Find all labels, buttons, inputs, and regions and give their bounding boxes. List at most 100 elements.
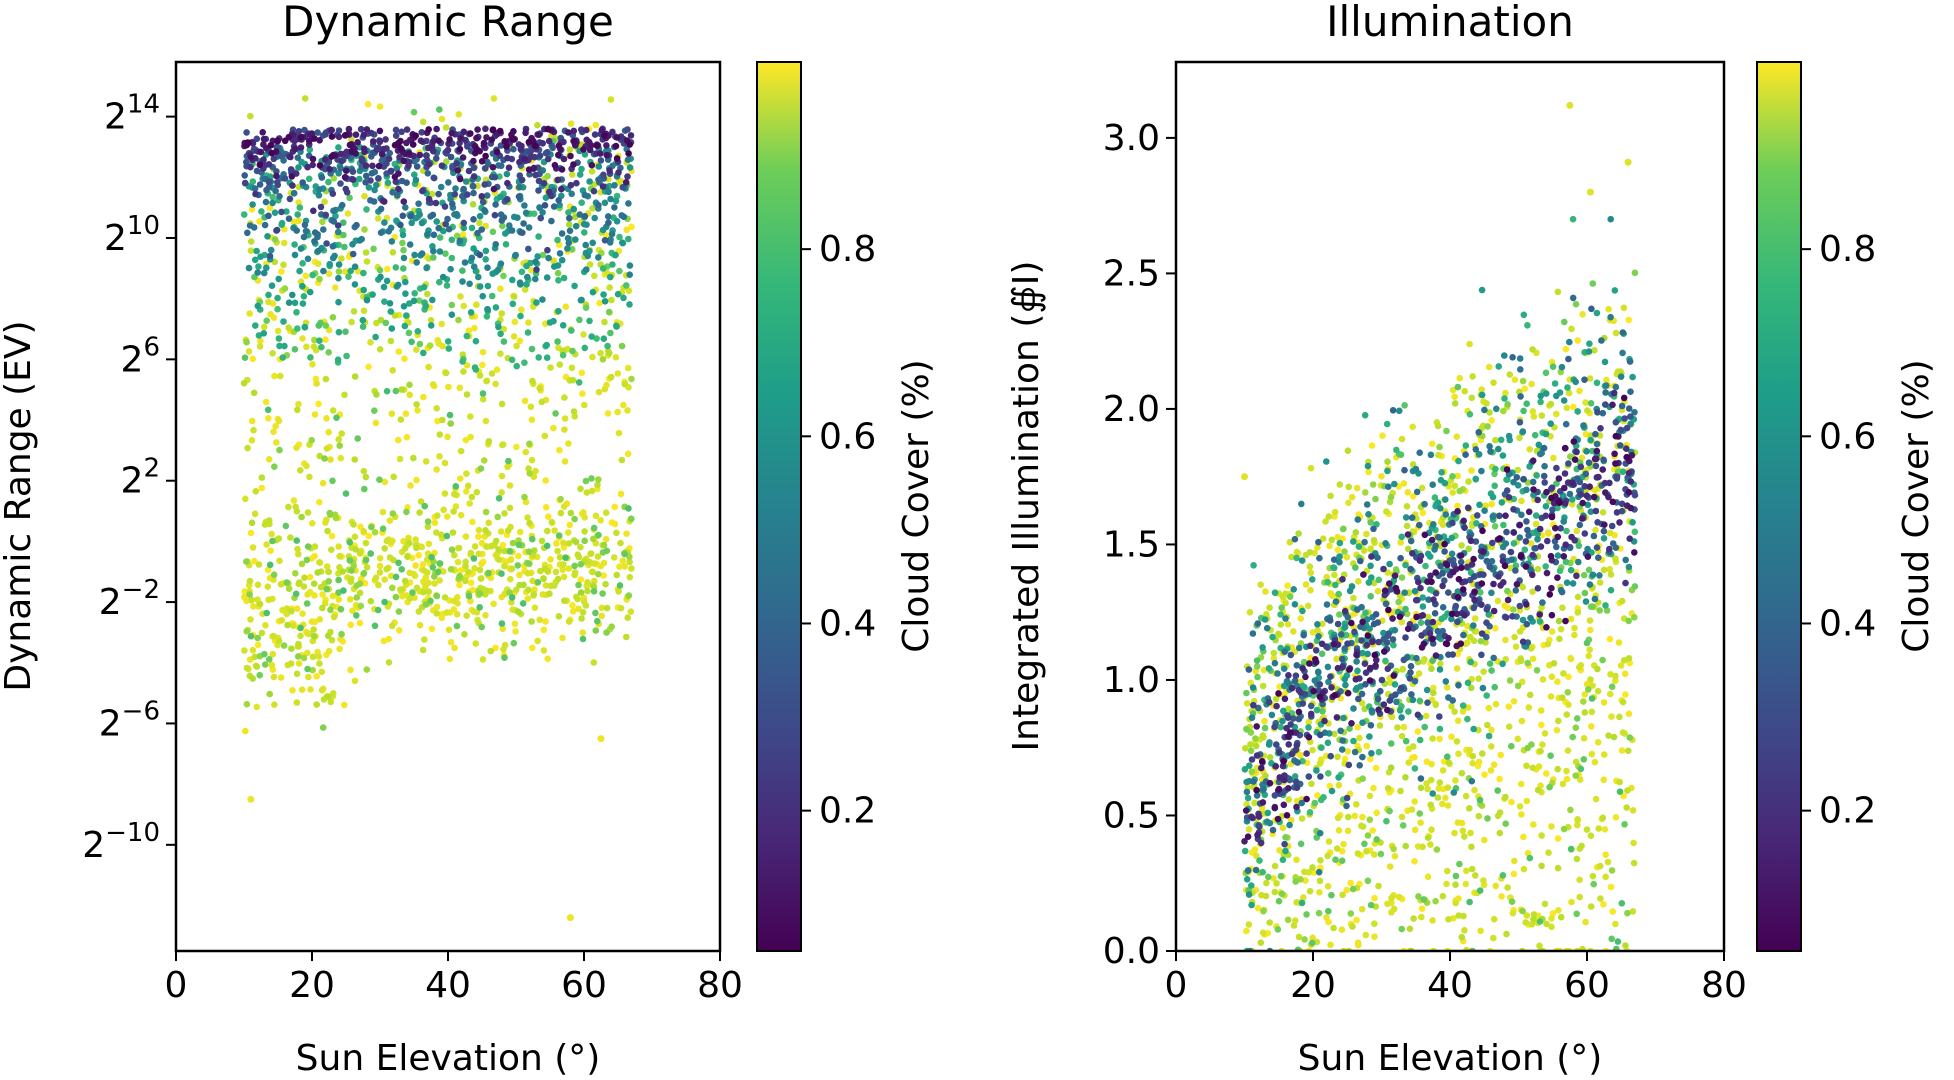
scatter-point <box>580 220 588 228</box>
scatter-point <box>241 172 248 179</box>
scatter-point <box>1402 774 1409 781</box>
scatter-point <box>1536 942 1543 950</box>
scatter-point <box>1505 494 1513 501</box>
scatter-point <box>352 546 360 553</box>
scatter-point <box>1623 424 1631 432</box>
scatter-point <box>1328 536 1336 544</box>
scatter-point <box>569 376 577 384</box>
scatter-point <box>300 654 308 662</box>
scatter-point <box>595 163 603 170</box>
scatter-point <box>1582 470 1590 478</box>
scatter-point <box>580 509 587 516</box>
scatter-point <box>1421 723 1428 731</box>
scatter-point <box>475 533 482 540</box>
scatter-point <box>560 274 568 282</box>
scatter-point <box>293 537 301 544</box>
scatter-point <box>1289 715 1297 722</box>
scatter-point <box>393 165 401 172</box>
scatter-point <box>516 571 523 579</box>
scatter-point <box>510 639 518 647</box>
scatter-point <box>359 316 367 324</box>
scatter-point <box>275 335 283 342</box>
scatter-point <box>1619 468 1627 476</box>
scatter-point <box>380 145 388 153</box>
scatter-point <box>1434 794 1442 801</box>
scatter-point <box>534 579 542 586</box>
scatter-point <box>1596 607 1604 614</box>
scatter-point <box>387 167 395 175</box>
scatter-point <box>1248 768 1256 775</box>
scatter-point <box>1512 643 1520 650</box>
scatter-point <box>1623 445 1630 453</box>
scatter-point <box>309 666 317 674</box>
scatter-point <box>1595 825 1602 832</box>
scatter-point <box>611 503 618 511</box>
scatter-point <box>1330 924 1337 932</box>
scatter-point <box>349 607 356 614</box>
scatter-point <box>342 490 350 497</box>
scatter-point <box>412 536 419 543</box>
scatter-point <box>625 592 633 599</box>
scatter-point <box>569 601 576 609</box>
scatter-point <box>555 307 562 315</box>
scatter-point <box>1350 538 1357 545</box>
scatter-point <box>1602 851 1609 858</box>
scatter-point <box>433 155 440 162</box>
scatter-point <box>1576 776 1584 783</box>
scatter-point <box>1294 759 1301 766</box>
scatter-point <box>295 400 302 408</box>
scatter-point <box>1593 379 1601 387</box>
scatter-point <box>559 322 567 329</box>
scatter-point <box>264 233 271 240</box>
scatter-point <box>1568 501 1576 508</box>
scatter-point <box>1411 798 1418 805</box>
scatter-point <box>1253 852 1260 860</box>
scatter-point <box>1585 652 1592 660</box>
scatter-point <box>1551 380 1559 387</box>
scatter-point <box>1358 690 1366 698</box>
scatter-point <box>1254 673 1261 681</box>
scatter-point <box>505 457 512 465</box>
scatter-point <box>473 134 480 142</box>
scatter-point <box>310 632 318 640</box>
scatter-point <box>444 215 451 223</box>
scatter-point <box>335 133 343 141</box>
scatter-point <box>1477 589 1484 596</box>
scatter-point <box>589 353 596 361</box>
scatter-point <box>1416 736 1424 744</box>
scatter-point <box>322 211 330 219</box>
scatter-point <box>558 256 566 264</box>
scatter-point <box>1583 448 1590 455</box>
scatter-point <box>1466 411 1474 418</box>
scatter-point <box>1358 699 1366 707</box>
scatter-point <box>600 559 608 567</box>
scatter-point <box>1559 780 1567 788</box>
scatter-point <box>300 293 308 300</box>
scatter-point <box>273 439 280 446</box>
scatter-point <box>626 262 634 269</box>
scatter-point <box>544 527 551 535</box>
scatter-point <box>1538 721 1545 729</box>
scatter-point <box>427 322 435 329</box>
scatter-point <box>463 191 471 198</box>
scatter-point <box>299 335 306 342</box>
scatter-point <box>532 467 539 475</box>
scatter-point <box>269 650 277 658</box>
scatter-point <box>1595 554 1602 561</box>
scatter-point <box>267 246 275 254</box>
scatter-point <box>376 266 384 274</box>
scatter-point <box>1594 739 1602 746</box>
scatter-point <box>560 503 568 510</box>
scatter-point <box>1538 832 1545 839</box>
scatter-point <box>328 636 336 644</box>
scatter-point <box>1402 605 1409 613</box>
scatter-point <box>323 563 331 570</box>
scatter-point <box>476 212 484 220</box>
scatter-point <box>297 632 304 640</box>
scatter-point <box>292 145 299 153</box>
scatter-point <box>521 202 528 209</box>
scatter-point <box>558 185 565 193</box>
scatter-point <box>1540 472 1548 480</box>
scatter-point <box>1283 677 1291 685</box>
scatter-point <box>1540 444 1548 452</box>
